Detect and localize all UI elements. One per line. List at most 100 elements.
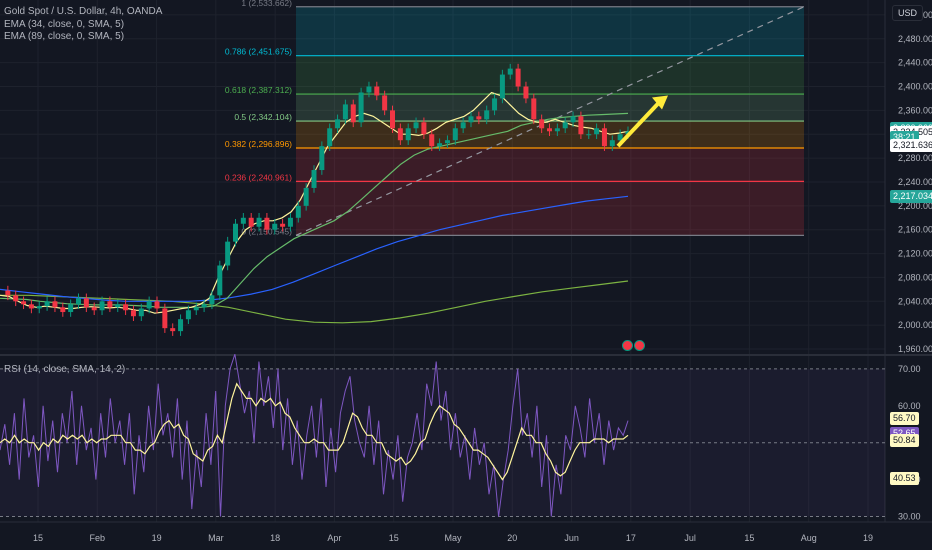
candle-body bbox=[68, 304, 74, 313]
candle-body bbox=[52, 301, 58, 308]
candle-body bbox=[170, 328, 176, 332]
candle-body bbox=[60, 307, 66, 313]
y-tick-label: 2,080.000 bbox=[898, 272, 932, 282]
candle-body bbox=[115, 304, 121, 308]
candle-body bbox=[248, 217, 254, 227]
candle-body bbox=[452, 128, 458, 141]
candle-body bbox=[531, 98, 537, 120]
y-tick-label: 2,120.000 bbox=[898, 249, 932, 259]
y-tick-label: 2,360.000 bbox=[898, 105, 932, 115]
fib-label-0.5: 0.5 (2,342.104) bbox=[234, 112, 292, 122]
candle-body bbox=[193, 307, 199, 311]
symbol-title: Gold Spot / U.S. Dollar, 4h, OANDA bbox=[4, 6, 163, 17]
candle-body bbox=[123, 304, 129, 311]
candle-body bbox=[76, 298, 81, 305]
candle-body bbox=[617, 134, 623, 141]
candle-body bbox=[280, 223, 286, 227]
candle-body bbox=[382, 95, 388, 111]
x-tick-label: 20 bbox=[507, 533, 517, 543]
economic-event-icon[interactable] bbox=[634, 340, 645, 351]
candle-body bbox=[523, 86, 529, 99]
candle-body bbox=[468, 116, 474, 123]
y-tick-label: 2,000.000 bbox=[898, 320, 932, 330]
candle-body bbox=[601, 128, 607, 147]
candle-body bbox=[460, 122, 466, 129]
candle-body bbox=[562, 122, 568, 129]
economic-event-icon[interactable] bbox=[622, 340, 633, 351]
candle-body bbox=[83, 298, 89, 308]
fib-zone-0.236 bbox=[296, 148, 804, 182]
candle-body bbox=[437, 143, 443, 147]
x-tick-label: Jul bbox=[684, 533, 696, 543]
x-tick-label: Jun bbox=[564, 533, 579, 543]
candle-body bbox=[233, 223, 238, 242]
candle-body bbox=[256, 217, 262, 227]
candle-body bbox=[539, 119, 545, 129]
candle-body bbox=[374, 86, 380, 96]
x-tick-label: May bbox=[444, 533, 462, 543]
x-tick-label: 19 bbox=[863, 533, 873, 543]
x-tick-label: Aug bbox=[801, 533, 817, 543]
candle-body bbox=[484, 110, 490, 120]
candle-body bbox=[390, 110, 395, 129]
y-tick-label: 2,040.000 bbox=[898, 296, 932, 306]
candle-body bbox=[570, 116, 576, 123]
candle-body bbox=[311, 170, 317, 188]
x-tick-label: 15 bbox=[389, 533, 399, 543]
y-tick-label: 2,400.000 bbox=[898, 82, 932, 92]
candle-body bbox=[578, 116, 584, 135]
price-label: 2,217.034 bbox=[890, 190, 932, 204]
ema34-legend[interactable]: EMA (34, close, 0, SMA, 5) bbox=[4, 19, 125, 30]
fib-zone-0.618 bbox=[296, 55, 804, 95]
rsi-legend[interactable]: RSI (14, close, SMA, 14, 2) bbox=[4, 364, 126, 375]
candle-body bbox=[264, 217, 270, 230]
candle-body bbox=[413, 122, 419, 129]
candle-body bbox=[217, 265, 223, 296]
ema89-legend[interactable]: EMA (89, close, 0, SMA, 5) bbox=[4, 31, 125, 42]
candle-body bbox=[138, 308, 144, 317]
x-tick-label: Feb bbox=[90, 533, 106, 543]
candle-body bbox=[272, 223, 278, 230]
y-tick-label: 2,240.000 bbox=[898, 177, 932, 187]
candle-body bbox=[405, 128, 411, 141]
candle-body bbox=[492, 98, 498, 111]
candle-body bbox=[366, 86, 372, 93]
y-tick-label: 1,960.000 bbox=[898, 344, 932, 354]
x-tick-label: 15 bbox=[744, 533, 754, 543]
x-tick-label: 17 bbox=[626, 533, 636, 543]
projection-arrow-head bbox=[652, 95, 668, 110]
event-icons[interactable] bbox=[622, 340, 645, 351]
ema400-line bbox=[0, 280, 629, 324]
fib-label-0.382: 0.382 (2,296.896) bbox=[225, 139, 292, 149]
y-tick-label: 2,440.000 bbox=[898, 58, 932, 68]
candle-body bbox=[225, 241, 231, 266]
candle-body bbox=[397, 128, 403, 141]
candle-body bbox=[421, 122, 427, 135]
candle-body bbox=[499, 74, 505, 99]
candle-body bbox=[476, 116, 482, 120]
candle-body bbox=[327, 128, 333, 147]
candle-body bbox=[594, 128, 600, 135]
fib-label-0.618: 0.618 (2,387.312) bbox=[225, 85, 292, 95]
rsi-value-label: 40.53 bbox=[890, 471, 919, 485]
fib-zone-0.786 bbox=[296, 6, 804, 56]
rsi-y-tick-label: 30.00 bbox=[898, 511, 921, 521]
candle-body bbox=[178, 319, 184, 332]
ema89-line bbox=[0, 112, 629, 308]
currency-button[interactable]: USD bbox=[892, 5, 924, 21]
rsi-y-tick-label: 60.00 bbox=[898, 401, 921, 411]
rsi-y-tick-label: 70.00 bbox=[898, 364, 921, 374]
candle-body bbox=[287, 217, 293, 227]
candle-body bbox=[586, 134, 592, 136]
x-tick-label: 15 bbox=[33, 533, 43, 543]
fib-zone-0 bbox=[296, 181, 804, 236]
candle-body bbox=[201, 304, 207, 308]
candle-body bbox=[99, 301, 105, 311]
fib-label-1: 1 (2,533.662) bbox=[241, 0, 292, 8]
candle-body bbox=[335, 119, 341, 129]
candle-body bbox=[5, 290, 11, 296]
y-tick-label: 2,480.000 bbox=[898, 34, 932, 44]
candle-body bbox=[162, 308, 168, 329]
